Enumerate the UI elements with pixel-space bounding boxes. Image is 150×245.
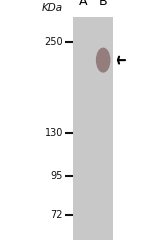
Text: KDa: KDa	[42, 3, 63, 13]
Ellipse shape	[96, 48, 110, 73]
Text: A: A	[79, 0, 87, 8]
Text: 130: 130	[45, 128, 63, 138]
Text: B: B	[99, 0, 107, 8]
FancyBboxPatch shape	[73, 17, 113, 240]
Text: 250: 250	[44, 37, 63, 47]
Text: 95: 95	[51, 172, 63, 182]
Text: 72: 72	[51, 210, 63, 220]
